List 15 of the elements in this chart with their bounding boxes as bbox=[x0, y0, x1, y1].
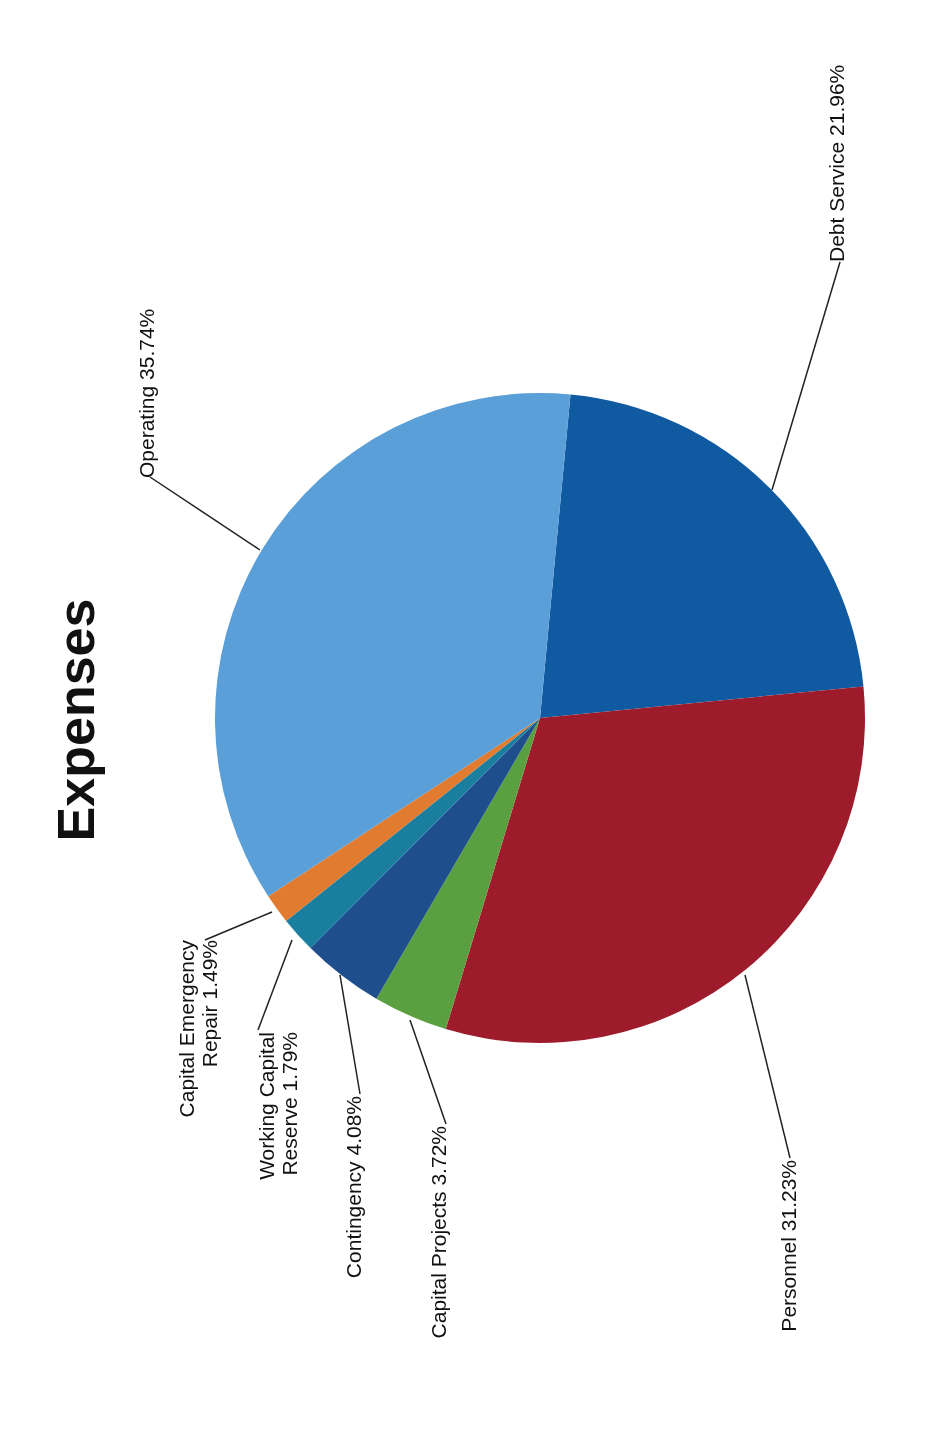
pie-slice bbox=[376, 718, 540, 1030]
slice-label: Capital Projects 3.72% bbox=[427, 1126, 450, 1339]
slice-label: Contingency 4.08% bbox=[342, 1096, 365, 1279]
slice-label: Debt Service 21.96% bbox=[825, 64, 848, 262]
pie-slice bbox=[310, 718, 540, 999]
slice-label: Personnel 31.23% bbox=[777, 1160, 800, 1332]
slice-label: Capital Emergency Repair 1.49% bbox=[175, 939, 221, 1118]
text: Expenses bbox=[47, 598, 105, 842]
pie-slice bbox=[540, 394, 864, 718]
pie-slice bbox=[286, 718, 540, 949]
slice-label: Operating 35.74% bbox=[135, 308, 158, 478]
pie-slice bbox=[268, 718, 540, 921]
pie-slice bbox=[215, 393, 571, 897]
pie-slice bbox=[445, 686, 865, 1043]
slice-label: Working Capital Reserve 1.79% bbox=[255, 1032, 301, 1180]
